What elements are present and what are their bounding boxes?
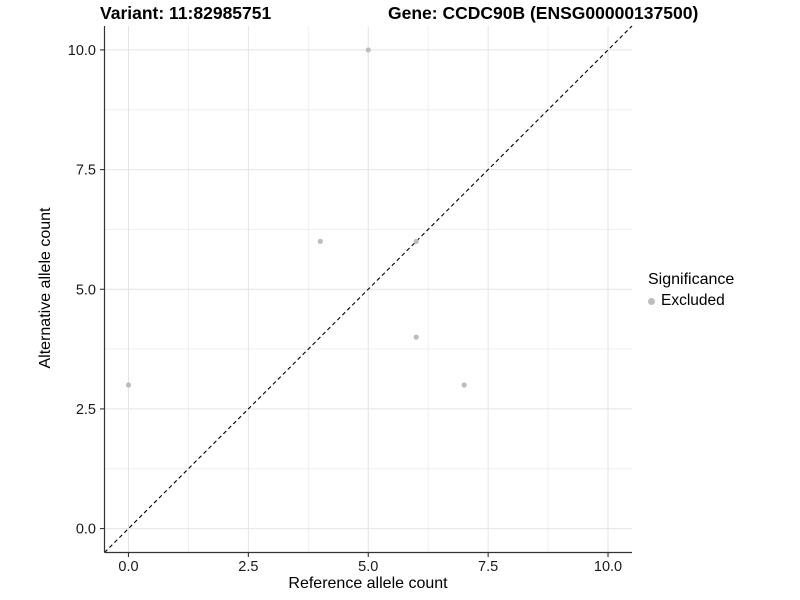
x-axis-title: Reference allele count	[288, 575, 448, 592]
data-point	[365, 47, 371, 53]
y-tick-label: 5.0	[76, 282, 96, 298]
x-tick-label: 7.5	[478, 559, 498, 575]
excluded-point-icon	[648, 297, 655, 305]
legend: Significance Excluded	[648, 271, 734, 310]
y-tick-label: 0.0	[76, 522, 96, 538]
variant-title: Variant: 11:82985751	[100, 3, 272, 23]
data-point	[461, 382, 467, 388]
x-tick-label: 5.0	[358, 559, 378, 575]
y-tick-label: 10.0	[68, 43, 96, 59]
data-point	[413, 334, 419, 340]
y-tick-label: 2.5	[76, 402, 96, 418]
identity-line	[104, 25, 633, 553]
x-tick-label: 2.5	[238, 559, 258, 575]
x-tick-label: 10.0	[594, 559, 622, 575]
data-point	[125, 382, 132, 388]
x-tick-label: 0.0	[118, 559, 138, 575]
y-tick-label: 7.5	[76, 163, 96, 179]
data-point	[317, 238, 323, 244]
legend-entry-label: Excluded	[661, 292, 725, 309]
gene-title: Gene: CCDC90B (ENSG00000137500)	[388, 3, 699, 23]
data-point	[413, 238, 419, 244]
legend-entry-excluded: Excluded	[648, 292, 734, 310]
legend-title: Significance	[648, 271, 735, 288]
